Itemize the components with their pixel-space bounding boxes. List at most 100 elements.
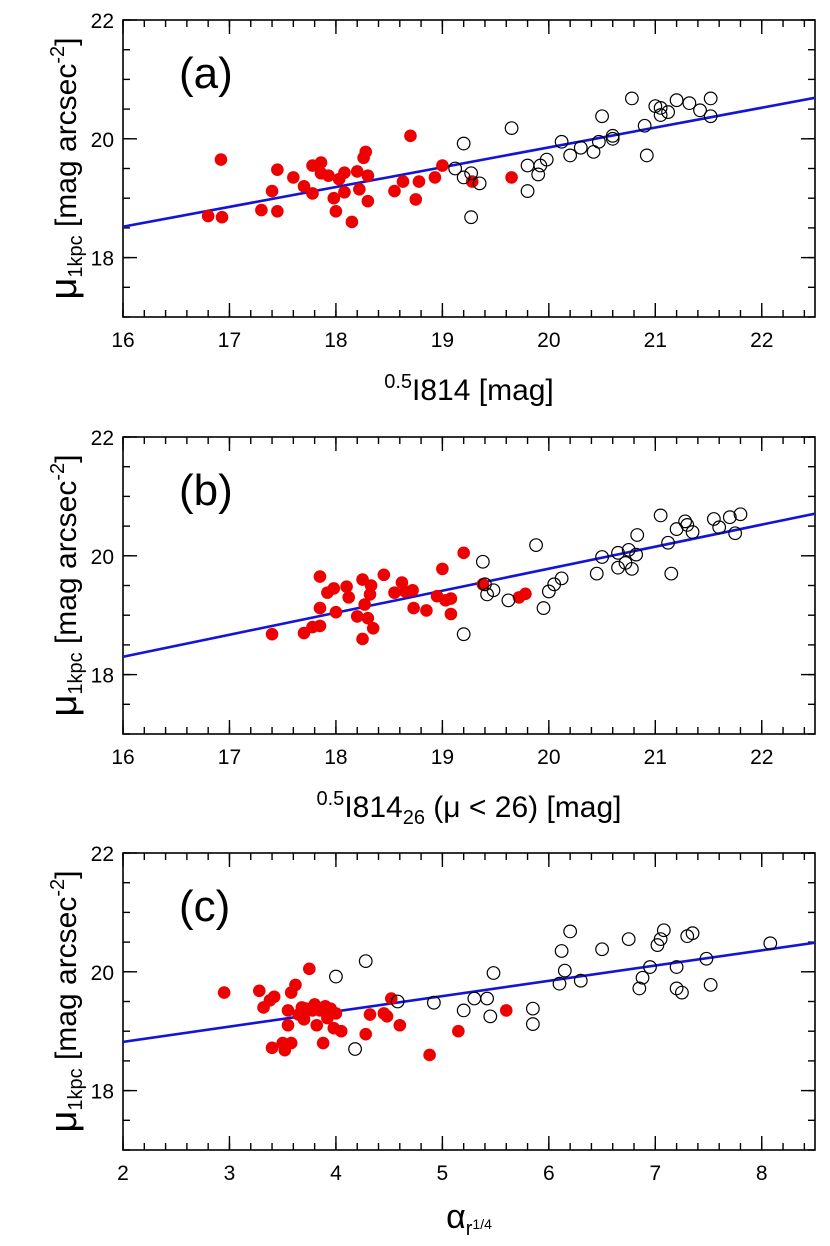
data-point-open [552, 976, 567, 991]
data-point-open [541, 584, 556, 599]
data-point-filled [345, 215, 359, 229]
data-point-filled [361, 169, 375, 182]
data-point-filled [353, 182, 366, 196]
y-tick-label: 22 [91, 10, 114, 33]
x-axis-label: 0.5I81426 (μ < 26) [mag] [317, 788, 622, 829]
data-point-filled [214, 153, 228, 166]
data-point-filled [457, 546, 470, 560]
y-tick-label: 20 [91, 546, 114, 569]
data-point-open [520, 158, 535, 173]
data-point-filled [338, 185, 351, 199]
data-point-open [621, 542, 636, 557]
x-axis-label: 0.5I814 [mag] [384, 371, 554, 407]
data-point-filled [393, 1018, 407, 1032]
data-point-filled [406, 583, 419, 597]
data-point-filled [377, 568, 391, 582]
data-point-filled [267, 990, 281, 1004]
data-point-open [656, 923, 671, 938]
data-point-filled [284, 1036, 298, 1050]
data-point-filled [444, 607, 458, 621]
data-point-filled [201, 209, 215, 223]
panel-c: 2 3 4 5 6 7 8 18 20 22 (c) μ1kpc [mag arcsec-2] αr1/… [43, 843, 816, 1240]
data-point-open [329, 969, 343, 984]
data-point-open [554, 134, 569, 149]
data-point-open [456, 136, 471, 151]
data-point-filled [380, 1010, 394, 1023]
data-point-open [621, 932, 636, 947]
data-point-open [712, 520, 727, 535]
panel-label: (a) [179, 49, 233, 98]
panel-label: (b) [179, 466, 233, 515]
data-point-open [703, 91, 718, 106]
data-point-filled [356, 632, 369, 646]
data-point-open [554, 944, 569, 958]
data-point-open [525, 1017, 540, 1031]
data-point-filled [313, 619, 327, 633]
data-point-open [703, 977, 718, 992]
data-point-open [661, 535, 675, 550]
data-point-open [467, 991, 482, 1006]
x-tick-label: 20 [537, 746, 560, 769]
data-point-open [624, 91, 639, 106]
data-point-open [680, 518, 695, 532]
data-point-open [589, 566, 604, 581]
data-point-open [475, 554, 490, 569]
data-point-filled [358, 598, 371, 611]
data-point-open [685, 525, 700, 539]
data-point-open [685, 926, 700, 941]
data-point-filled [340, 580, 353, 593]
data-point-open [728, 526, 743, 541]
data-point-filled [327, 191, 341, 205]
data-point-filled [255, 203, 268, 217]
panel-b: 16 17 18 19 20 21 22 18 20 22 (b) μ1kpc [mag arcsec… [43, 427, 816, 829]
data-point-open [669, 960, 684, 974]
data-point-open [630, 528, 645, 542]
data-point-open [733, 507, 748, 522]
x-tick-label: 22 [750, 329, 773, 352]
y-tick-label: 22 [91, 843, 114, 866]
data-point-filled [388, 586, 401, 599]
data-point-open [573, 973, 588, 988]
data-point-open [678, 514, 693, 529]
data-point-open [472, 176, 487, 191]
data-point-open [632, 981, 647, 996]
data-point-filled [215, 210, 229, 224]
data-point-filled [265, 627, 279, 641]
data-point-filled [420, 604, 433, 617]
data-point-open [637, 118, 652, 133]
data-point-filled [306, 187, 319, 200]
data-point-filled [289, 978, 302, 992]
panel-a: 16 17 18 19 20 21 22 18 20 22 (a) μ1kpc [mag arcsec… [43, 10, 816, 407]
data-point-filled [412, 175, 426, 188]
x-tick-label: 18 [324, 746, 347, 769]
data-point-filled [329, 1007, 343, 1020]
data-point-open [456, 1003, 471, 1018]
x-tick-label: 6 [543, 1162, 555, 1185]
data-point-open [557, 963, 572, 978]
data-point-open [456, 627, 471, 642]
x-tick-label: 22 [750, 746, 773, 769]
data-point-filled [404, 129, 417, 143]
data-point-open [501, 593, 516, 608]
data-point-filled [409, 193, 423, 206]
data-point-open [480, 991, 494, 1006]
data-point-open [595, 109, 609, 124]
data-point-open [464, 210, 479, 225]
data-point-open [682, 96, 697, 111]
data-point-filled [316, 1036, 330, 1050]
data-point-filled [322, 169, 335, 182]
data-point-filled [363, 1008, 377, 1021]
data-point-filled [396, 175, 410, 188]
data-point-open [426, 995, 441, 1010]
data-point-open [595, 942, 609, 957]
data-point-open [483, 1009, 498, 1024]
data-point-open [693, 103, 707, 118]
data-point-open [563, 148, 578, 163]
data-point-filled [505, 171, 518, 184]
x-tick-label: 3 [224, 1162, 236, 1185]
data-point-open [456, 170, 471, 185]
data-point-filled [281, 1018, 295, 1032]
data-point-filled [252, 984, 266, 998]
data-point-filled [313, 570, 327, 583]
x-tick-label: 8 [756, 1162, 768, 1185]
